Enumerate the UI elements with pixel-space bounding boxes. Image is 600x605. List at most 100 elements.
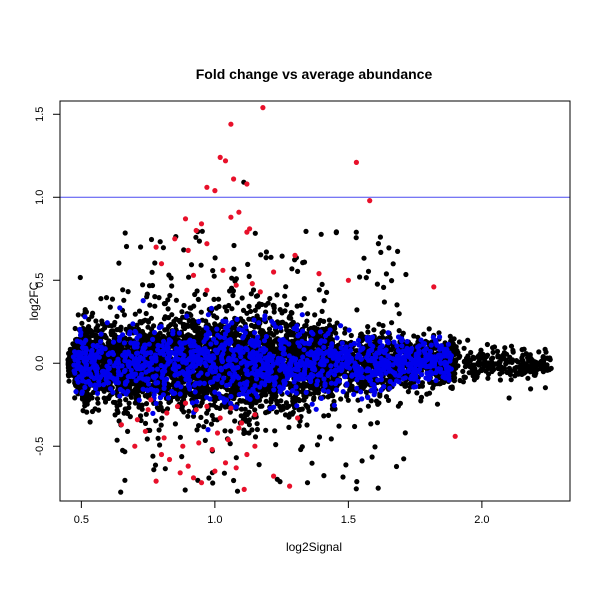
black-point: [179, 454, 185, 460]
black-point: [179, 406, 185, 413]
black-point: [151, 323, 157, 329]
black-point: [277, 307, 283, 313]
black-point: [283, 332, 289, 338]
black-point: [107, 304, 113, 310]
black-point: [265, 300, 271, 306]
black-point: [256, 462, 262, 468]
black-point: [316, 434, 323, 440]
black-point: [123, 397, 129, 403]
black-point: [333, 330, 339, 336]
black-point: [457, 377, 463, 384]
black-point: [368, 398, 374, 404]
black-point: [486, 360, 492, 366]
black-point: [138, 413, 144, 419]
black-point: [321, 318, 327, 324]
black-point: [222, 404, 228, 410]
black-point: [177, 318, 183, 324]
black-point: [266, 326, 273, 332]
black-point: [153, 418, 159, 424]
black-point: [195, 296, 201, 302]
black-point: [491, 367, 497, 373]
black-point: [534, 366, 541, 372]
black-point: [365, 403, 371, 409]
black-point: [513, 358, 520, 364]
black-point: [431, 382, 437, 388]
black-point: [434, 401, 441, 407]
black-point: [86, 316, 92, 323]
black-point: [296, 423, 302, 429]
black-point: [354, 307, 360, 313]
black-point: [456, 339, 462, 345]
black-point: [240, 307, 247, 313]
black-point: [169, 312, 175, 318]
black-point: [278, 398, 284, 404]
black-point: [226, 302, 232, 309]
black-point: [471, 355, 477, 361]
black-point: [321, 413, 327, 419]
black-point: [246, 417, 252, 423]
black-point: [75, 312, 81, 318]
black-point: [187, 305, 193, 311]
black-point: [80, 408, 86, 414]
black-point: [468, 349, 474, 356]
black-point: [190, 413, 197, 419]
black-point: [234, 300, 240, 306]
black-point: [263, 427, 269, 433]
black-point: [490, 349, 496, 355]
black-point: [93, 325, 99, 331]
black-point: [490, 355, 496, 361]
black-point: [289, 411, 295, 417]
black-point: [229, 306, 235, 312]
black-point: [254, 421, 260, 427]
black-point: [201, 424, 207, 430]
black-point: [470, 370, 476, 376]
black-point: [471, 377, 477, 383]
black-point: [197, 386, 203, 392]
black-point: [418, 398, 424, 404]
black-point: [254, 303, 260, 309]
black-point: [286, 424, 292, 430]
black-point: [159, 415, 165, 421]
black-point: [326, 317, 332, 323]
black-point: [142, 317, 148, 323]
black-point: [483, 368, 489, 374]
black-point: [283, 400, 289, 406]
black-point: [172, 323, 179, 329]
black-point: [198, 309, 204, 315]
black-point: [524, 363, 530, 369]
black-point: [263, 410, 269, 416]
black-point: [238, 413, 244, 419]
black-point: [120, 287, 126, 293]
black-point: [134, 383, 140, 389]
black-point: [179, 309, 185, 315]
black-point: [108, 328, 115, 334]
black-point: [87, 327, 93, 333]
black-point: [203, 419, 209, 425]
black-point: [230, 288, 236, 294]
black-point: [531, 361, 538, 367]
black-point: [92, 406, 98, 412]
black-point: [542, 385, 549, 391]
black-point: [152, 303, 158, 309]
black-point: [244, 412, 250, 418]
black-point: [441, 379, 447, 385]
black-point: [212, 321, 218, 327]
black-point: [411, 333, 417, 339]
black-point: [114, 403, 120, 409]
black-point: [334, 320, 340, 326]
black-point: [362, 383, 368, 389]
black-point: [312, 312, 318, 318]
black-point: [400, 330, 406, 336]
black-point: [251, 324, 258, 330]
black-point: [238, 406, 245, 412]
black-point: [319, 308, 325, 314]
black-point: [363, 389, 369, 395]
black-point: [173, 297, 179, 303]
black-point: [305, 404, 311, 410]
black-point: [185, 413, 191, 419]
black-point: [254, 313, 260, 319]
black-point: [161, 316, 167, 322]
black-point: [426, 326, 432, 332]
black-point: [79, 320, 85, 326]
